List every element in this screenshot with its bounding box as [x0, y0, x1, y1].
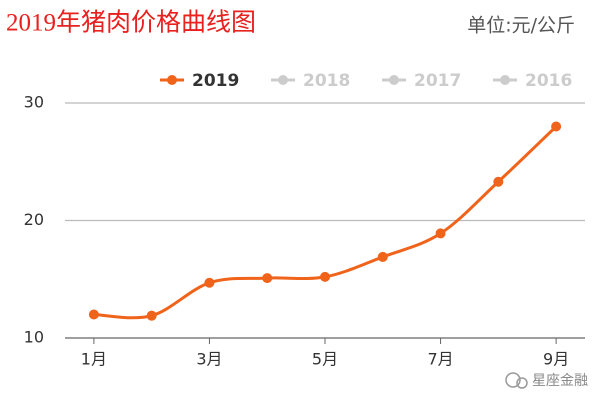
- data-point: [262, 273, 273, 284]
- data-point: [493, 176, 504, 187]
- chart-title: 2019年猪肉价格曲线图: [6, 9, 256, 37]
- y-tick-label: 10: [24, 328, 44, 347]
- legend-marker: [389, 75, 399, 85]
- legend-label: 2018: [303, 71, 350, 91]
- watermark-text: 星座金融: [532, 373, 588, 389]
- legend-label: 2019: [192, 71, 239, 91]
- x-tick-label: 1月: [81, 350, 107, 369]
- data-point: [551, 121, 562, 132]
- watermark-icon: [505, 372, 521, 388]
- legend-marker: [167, 75, 177, 85]
- data-point: [377, 251, 388, 262]
- series-line: [93, 125, 558, 320]
- data-point: [204, 277, 215, 288]
- data-point: [88, 309, 99, 320]
- unit-label: 单位:元/公斤: [467, 15, 575, 37]
- legend-label: 2017: [414, 71, 461, 91]
- watermark-icon: [516, 377, 528, 389]
- x-tick-label: 3月: [196, 350, 222, 369]
- legend-marker: [278, 75, 288, 85]
- y-tick-label: 20: [24, 210, 44, 229]
- y-tick-label: 30: [24, 93, 44, 112]
- data-point: [320, 271, 330, 282]
- data-point: [146, 310, 157, 321]
- watermark: 星座金融: [505, 372, 588, 389]
- x-tick-label: 7月: [427, 350, 453, 369]
- x-tick-label: 5月: [312, 350, 338, 369]
- data-point: [435, 228, 446, 239]
- legend-marker: [500, 75, 510, 85]
- x-tick-label: 9月: [543, 350, 569, 369]
- legend-label: 2016: [525, 71, 572, 91]
